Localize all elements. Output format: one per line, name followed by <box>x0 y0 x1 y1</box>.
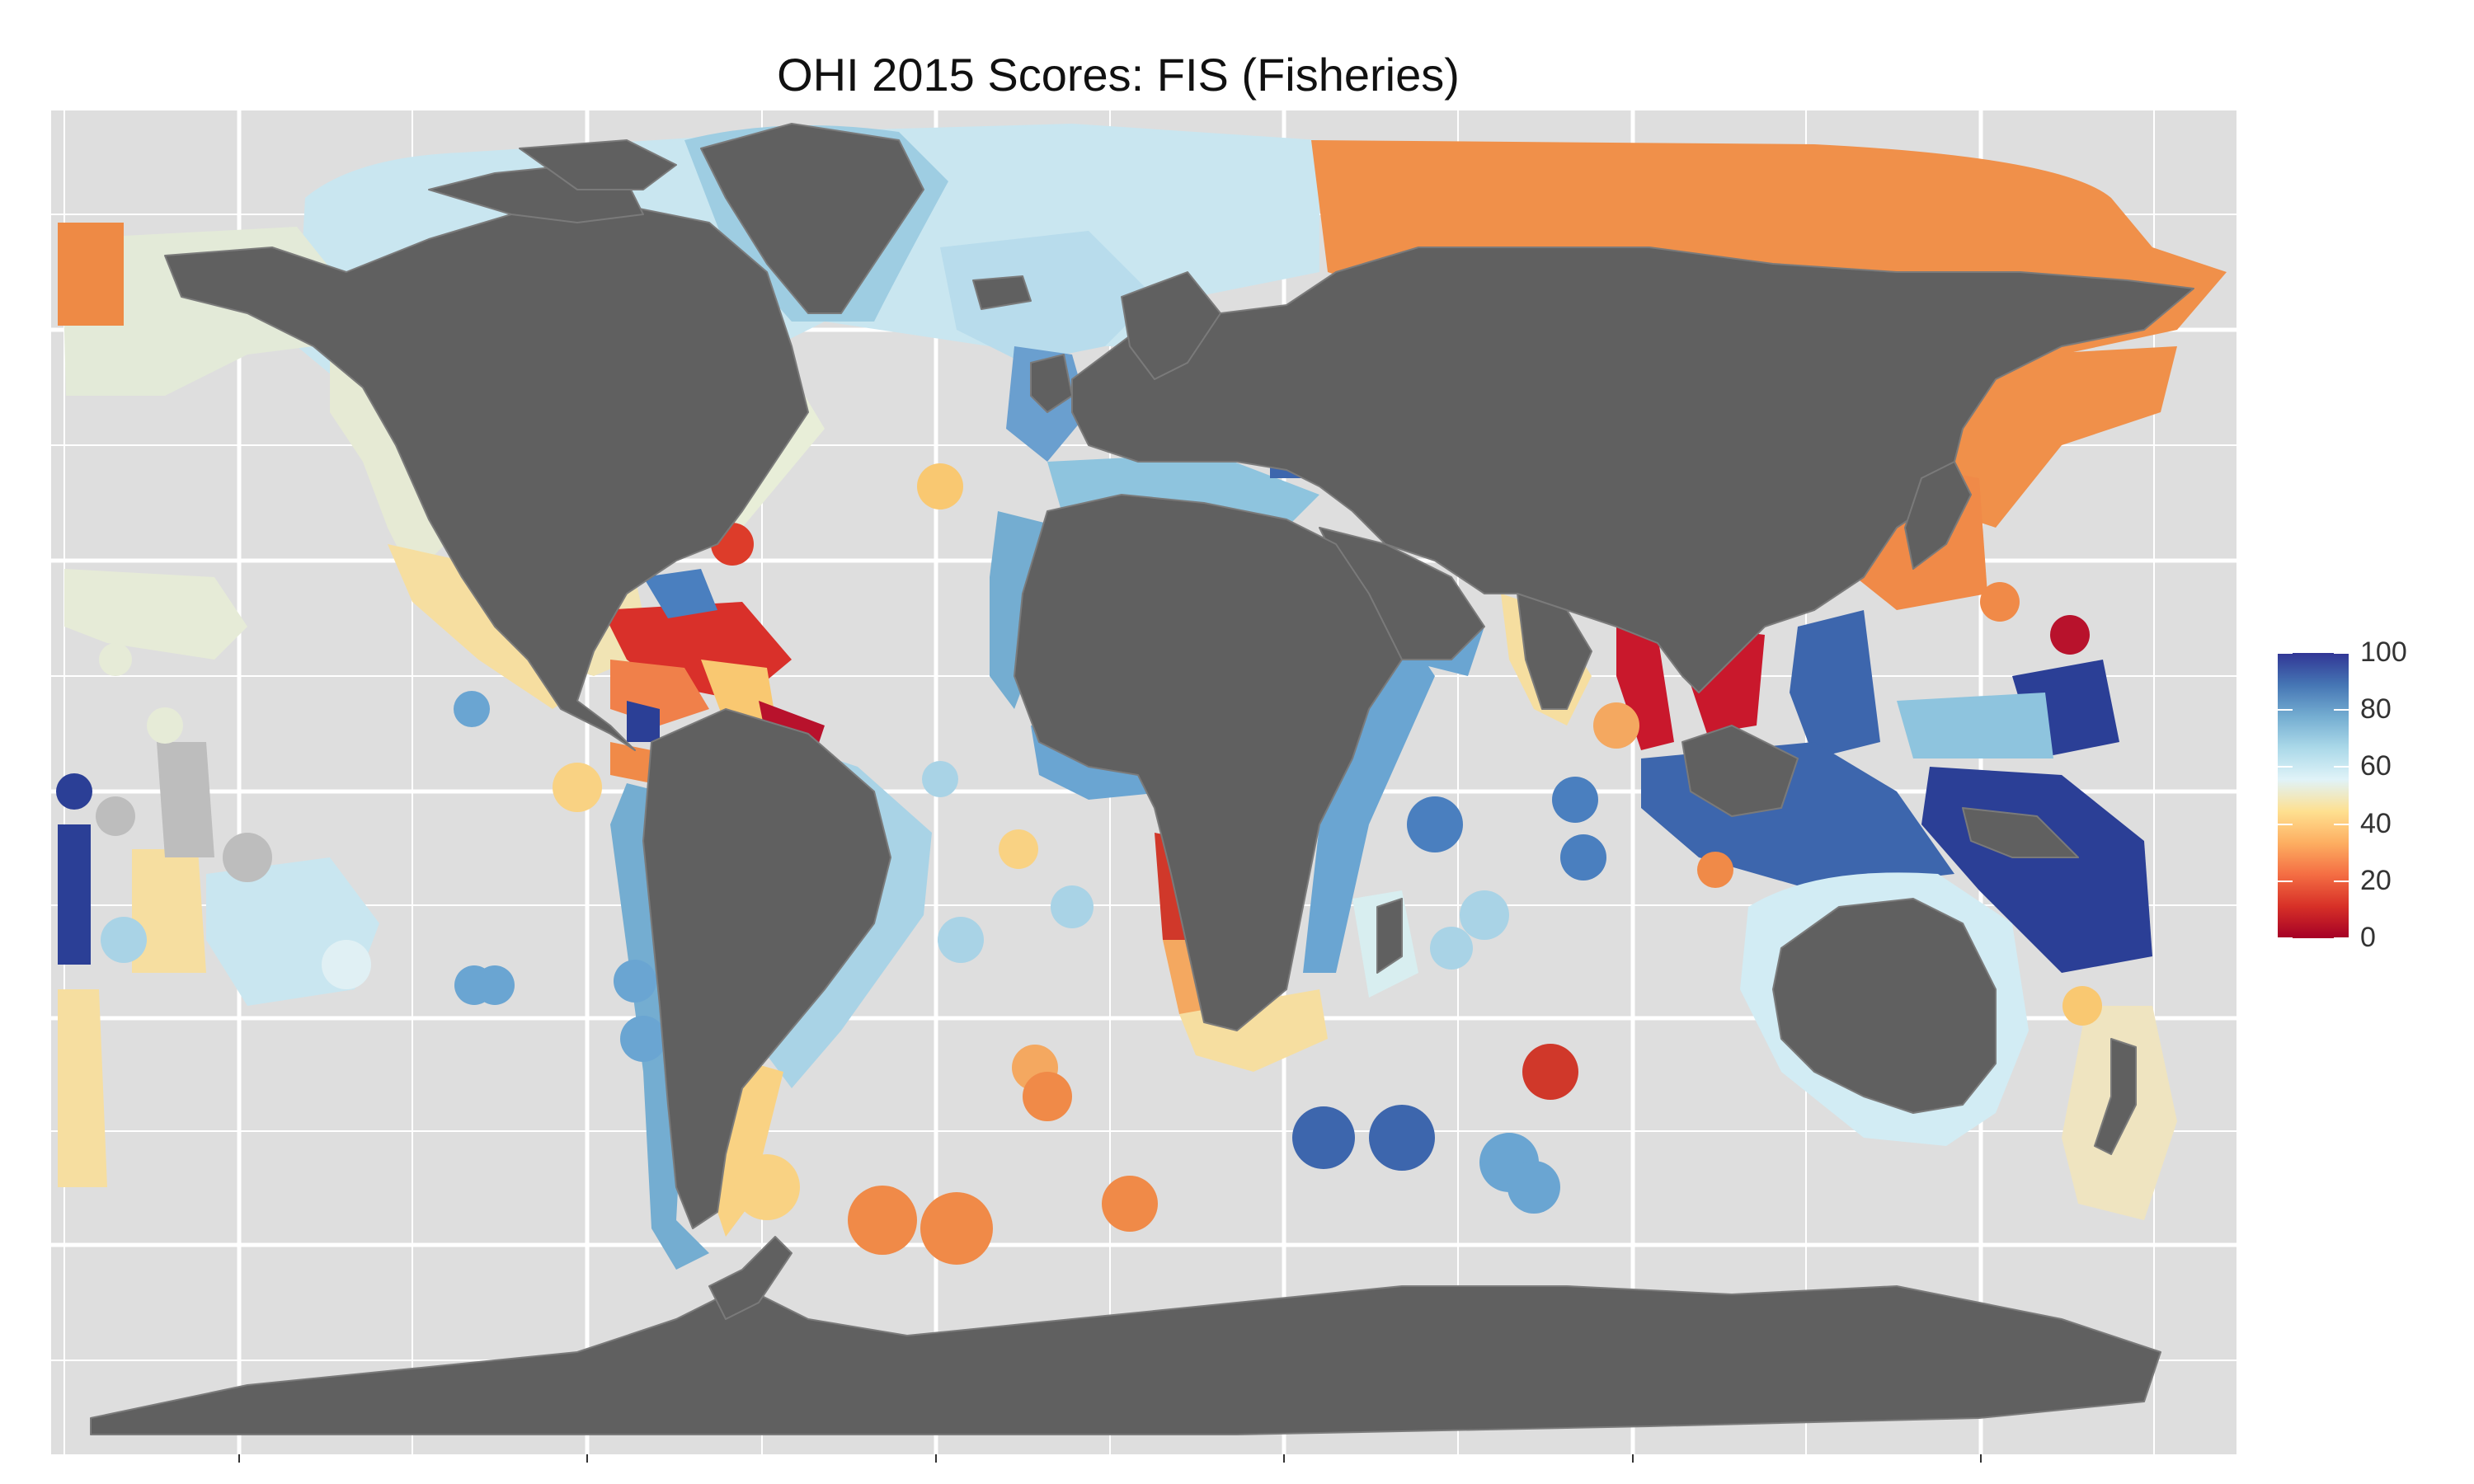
eez-trindade <box>938 917 984 963</box>
eez-easter-b <box>475 965 515 1005</box>
island-eez-circles <box>56 463 2102 1265</box>
score-legend: 100 80 60 40 20 0 <box>2276 636 2441 973</box>
eez-philippines <box>1790 610 1880 758</box>
eez-pacific-left-7 <box>101 917 147 963</box>
legend-label-80: 80 <box>2360 693 2392 725</box>
eez-mexico-pacific <box>388 544 577 709</box>
legend-label-20: 20 <box>2360 865 2392 896</box>
eez-pacific-left-south <box>58 989 107 1187</box>
eez-sri-lanka <box>1593 702 1639 749</box>
eez-maldives <box>1552 777 1598 823</box>
map-title: OHI 2015 Scores: FIS (Fisheries) <box>777 49 1460 101</box>
eez-hawaii <box>64 569 247 660</box>
eez-norfolk <box>2062 986 2102 1026</box>
eez-gough <box>1023 1072 1072 1121</box>
legend-label-0: 0 <box>2360 922 2376 953</box>
eez-juan-fernandez <box>614 960 656 1003</box>
eez-iceland-norway <box>940 231 1155 363</box>
land-antarctic-peninsula <box>708 1236 793 1320</box>
eez-st-helena <box>1051 885 1094 928</box>
land-iceland <box>972 275 1032 310</box>
eez-pacific-left-navy <box>58 824 91 965</box>
eez-fernando <box>922 761 958 797</box>
eez-falklands <box>734 1154 800 1220</box>
land-eurasia <box>1071 247 2194 693</box>
land-borneo-sumatra <box>1681 725 1799 817</box>
eez-pacific-lightblue <box>1897 693 2053 758</box>
eez-pacific-left-3 <box>147 707 183 744</box>
land-south-america <box>642 708 891 1229</box>
eez-bouvet <box>1102 1176 1158 1232</box>
eez-azores <box>917 463 963 510</box>
land-scandinavia <box>1121 271 1221 380</box>
legend-label-40: 40 <box>2360 808 2392 839</box>
eez-pacific-left-4 <box>99 643 132 676</box>
eez-south-georgia <box>848 1186 917 1255</box>
eez-caribbean-blue <box>643 569 717 618</box>
eez-wake <box>2050 615 2090 655</box>
land-greenland <box>700 123 924 314</box>
eez-pacific-left-6 <box>322 940 371 989</box>
eez-sandwich <box>920 1192 993 1265</box>
eez-central-america-orange <box>610 742 651 783</box>
eez-chile-island <box>620 1016 666 1062</box>
eez-marianas <box>1980 582 2020 622</box>
eez-seychelles <box>1407 796 1463 852</box>
legend-gradient-bar <box>2278 653 2349 938</box>
land-africa <box>1014 494 1403 1031</box>
land-madagascar <box>1376 898 1403 974</box>
land-uk <box>1030 354 1073 413</box>
land-japan <box>1904 461 1972 570</box>
land-india <box>1517 593 1592 710</box>
eez-kerguelen-a <box>1369 1105 1435 1171</box>
eez-galapagos <box>553 763 602 812</box>
eez-pacific-left-2 <box>96 796 135 836</box>
eez-mauritius <box>1460 890 1509 940</box>
eez-aleutian-russia <box>58 223 124 326</box>
eez-ascension <box>999 829 1038 869</box>
eez-pacific-left-1 <box>56 773 92 810</box>
eez-clipperton <box>454 691 490 727</box>
eez-central-america-navy <box>627 701 660 742</box>
land-canada-islands <box>519 139 677 190</box>
eez-christmas <box>1697 852 1733 888</box>
eez-pacific-left-grey <box>157 742 214 857</box>
eez-amsterdam <box>1522 1044 1578 1100</box>
legend-colorbar <box>2278 652 2349 939</box>
land-new-guinea <box>1962 807 2079 858</box>
eez-pacific-left-5 <box>223 833 272 882</box>
land-new-zealand <box>2094 1038 2137 1155</box>
eez-caribbean-yellow <box>701 660 775 726</box>
land-antarctica <box>90 1285 2161 1435</box>
legend-label-100: 100 <box>2360 636 2407 668</box>
eez-us-west <box>330 355 445 577</box>
axis-ticks <box>238 1454 1982 1463</box>
land-australia <box>1772 898 1997 1114</box>
land-masses <box>90 123 2194 1435</box>
eez-reunion <box>1430 927 1473 970</box>
eez-pacific-left-yellow <box>132 849 206 973</box>
eez-chagos <box>1560 834 1606 881</box>
eez-crozet <box>1292 1106 1355 1169</box>
legend-label-60: 60 <box>2360 750 2392 782</box>
legend-ticks <box>2278 652 2349 939</box>
eez-heard <box>1507 1161 1560 1214</box>
